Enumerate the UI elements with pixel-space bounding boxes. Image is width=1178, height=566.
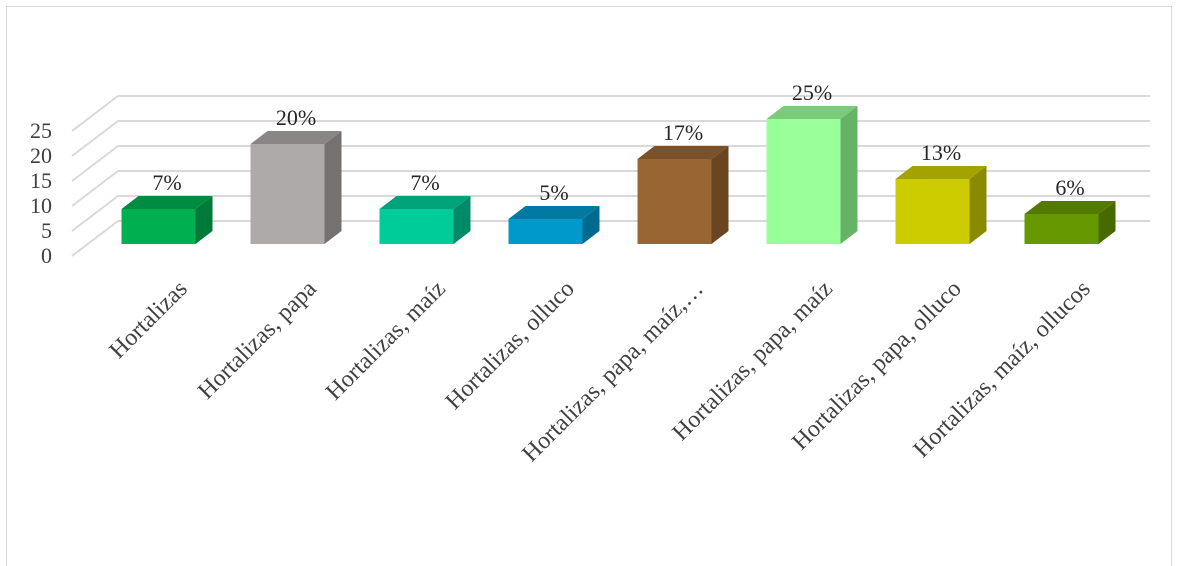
bar-side — [324, 131, 342, 244]
gridline — [71, 120, 1150, 157]
bar-side — [582, 206, 600, 244]
y-tick-label: 10 — [30, 193, 52, 218]
bar — [508, 206, 600, 244]
data-label: 5% — [539, 180, 568, 205]
y-tick-label: 20 — [30, 143, 52, 168]
y-tick-label: 0 — [41, 243, 52, 268]
bar-front — [508, 219, 583, 244]
data-label: 17% — [663, 120, 703, 145]
bar — [121, 196, 213, 244]
data-label: 7% — [410, 170, 439, 195]
gridline — [71, 145, 1150, 182]
bar-front — [379, 209, 454, 244]
data-labels: 7% 20% 7% 5% 17% 25% 13% 6% — [152, 80, 1084, 205]
y-tick-label: 15 — [30, 168, 52, 193]
bar-top — [508, 206, 600, 219]
data-label: 7% — [152, 170, 181, 195]
bar-top — [637, 146, 729, 159]
bar-top — [895, 166, 987, 179]
bar-top — [1024, 201, 1116, 214]
x-tick-label: Hortalizas — [105, 276, 193, 364]
bar-top — [766, 106, 858, 119]
bar — [379, 196, 471, 244]
bar-side — [969, 166, 987, 244]
bar — [1024, 201, 1116, 244]
x-axis-categories: Hortalizas Hortalizas, papa Hortalizas, ma… — [105, 276, 1096, 468]
data-label: 20% — [276, 105, 316, 130]
gridline — [71, 220, 1150, 257]
bar-front — [250, 144, 325, 244]
x-tick-label: Hortalizas, maíz — [321, 276, 451, 406]
data-label: 13% — [921, 140, 961, 165]
bars — [121, 106, 1116, 244]
bar-top — [250, 131, 342, 144]
gridline — [71, 170, 1150, 207]
bar-top — [379, 196, 471, 209]
bar-front — [121, 209, 196, 244]
chart-frame — [6, 6, 1172, 566]
gridline — [71, 95, 1150, 132]
bar — [637, 146, 729, 244]
bar-side — [1098, 201, 1116, 244]
bar-front — [766, 119, 841, 244]
bar-top — [121, 196, 213, 209]
data-label: 6% — [1055, 175, 1084, 200]
bar-side — [840, 106, 858, 244]
bar — [895, 166, 987, 244]
bar — [766, 106, 858, 244]
y-tick-label: 25 — [30, 118, 52, 143]
bar-front — [895, 179, 970, 244]
gridline — [71, 195, 1150, 232]
bar-front — [637, 159, 712, 244]
bar-side — [453, 196, 471, 244]
bar — [250, 131, 342, 244]
y-tick-label: 5 — [41, 218, 52, 243]
data-label: 25% — [792, 80, 832, 105]
bar-side — [711, 146, 729, 244]
x-tick-label: Hortalizas, olluco — [441, 276, 580, 415]
bar-side — [195, 196, 213, 244]
gridlines — [71, 95, 1150, 257]
bar-front — [1024, 214, 1099, 244]
x-tick-label: Hortalizas, papa — [193, 276, 322, 405]
